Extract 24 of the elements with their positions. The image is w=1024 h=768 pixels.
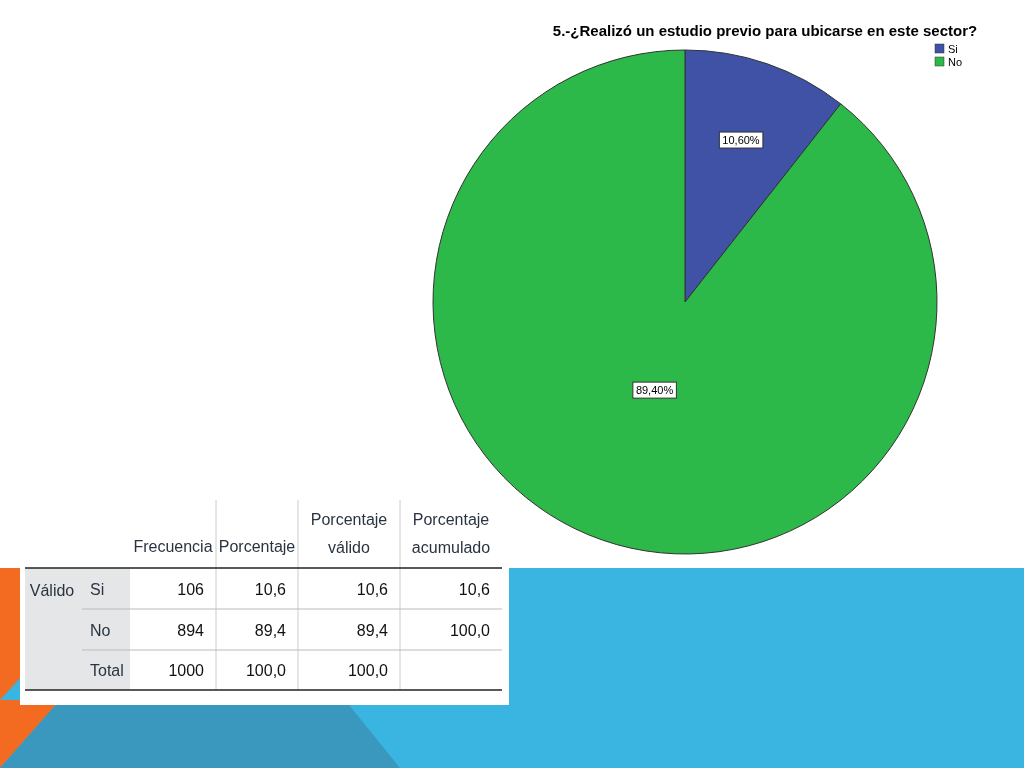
text: 10,6 bbox=[356, 580, 388, 598]
data-label: 10,60% bbox=[722, 134, 760, 147]
legend-label: No bbox=[948, 56, 963, 68]
data-label: 89,40% bbox=[635, 384, 674, 397]
text: 100,0 bbox=[245, 662, 286, 679]
category-label: Porcentaje válido bbox=[310, 511, 388, 556]
chart-title: 5.-¿Realizó un estudio previo para ubicarse en este sector? bbox=[552, 22, 978, 39]
category-label: Total bbox=[90, 662, 124, 679]
category-label: No bbox=[90, 621, 111, 639]
legend-label: Si bbox=[948, 43, 958, 55]
text: Válido bbox=[29, 582, 75, 599]
text: 89,4 bbox=[254, 621, 286, 639]
text: 10,6 bbox=[458, 580, 490, 598]
text: 89,4 bbox=[356, 621, 388, 639]
text: 10,6 bbox=[254, 580, 286, 598]
category-label: Porcentaje bbox=[218, 538, 296, 555]
text: 894 bbox=[177, 621, 204, 639]
category-label: Frecuencia bbox=[133, 538, 213, 555]
text: 106 bbox=[177, 580, 204, 598]
category-label: Si bbox=[90, 580, 105, 598]
category-label: Porcentaje acumulado bbox=[411, 511, 491, 556]
text: 100,0 bbox=[449, 621, 490, 639]
text: 1000 bbox=[168, 662, 204, 679]
text: 100,0 bbox=[347, 662, 388, 679]
